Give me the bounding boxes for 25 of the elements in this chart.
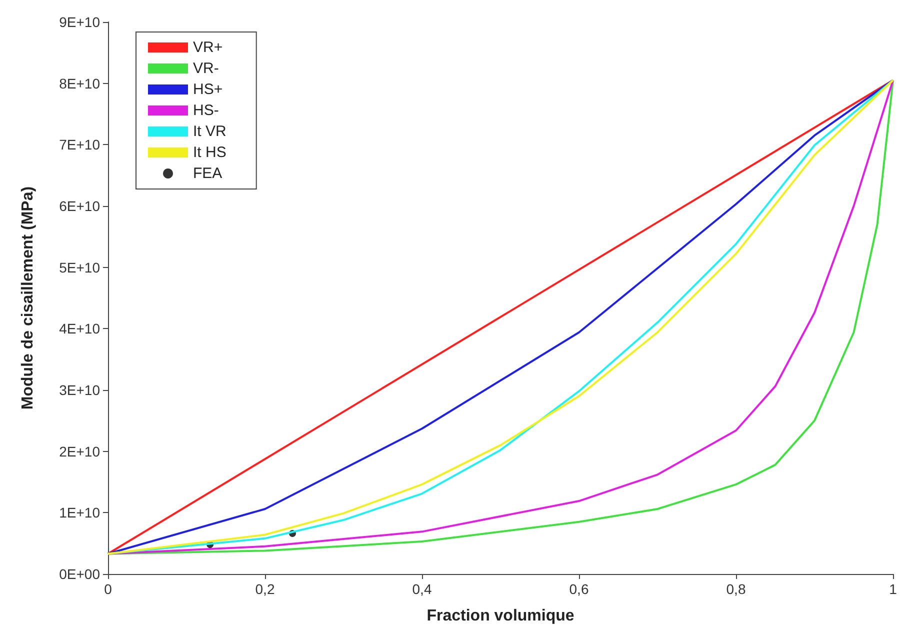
y-tick-label: 9E+10 (59, 14, 100, 30)
x-tick-label: 0,8 (726, 581, 746, 597)
y-tick-label: 1E+10 (59, 504, 100, 521)
x-tick-label: 0 (104, 581, 112, 597)
y-tick-label: 8E+10 (59, 75, 100, 92)
x-tick-label: 0,6 (569, 581, 589, 597)
legend-label: FEA (193, 165, 222, 182)
x-tick-label: 0,2 (255, 581, 275, 597)
legend-label: It VR (193, 123, 227, 140)
y-tick-label: 2E+10 (59, 443, 100, 460)
y-tick-label: 0E+00 (59, 566, 100, 582)
y-tick-label: 3E+10 (59, 382, 100, 398)
y-tick-label: 7E+10 (59, 136, 100, 153)
y-tick-label: 4E+10 (59, 320, 100, 337)
x-axis-title: Fraction volumique (426, 608, 574, 624)
legend-label: HS+ (193, 81, 223, 98)
legend-label: VR+ (193, 39, 223, 56)
legend-label: It HS (193, 144, 226, 161)
x-tick-label: 0,4 (412, 581, 432, 597)
y-axis-title: Module de cisaillement (MPa) (20, 186, 36, 410)
legend-label: HS- (193, 102, 219, 119)
y-tick-label: 5E+10 (59, 259, 100, 276)
legend-label: VR- (193, 60, 219, 77)
y-tick-label: 6E+10 (59, 198, 100, 214)
x-tick-label: 1 (889, 581, 898, 597)
